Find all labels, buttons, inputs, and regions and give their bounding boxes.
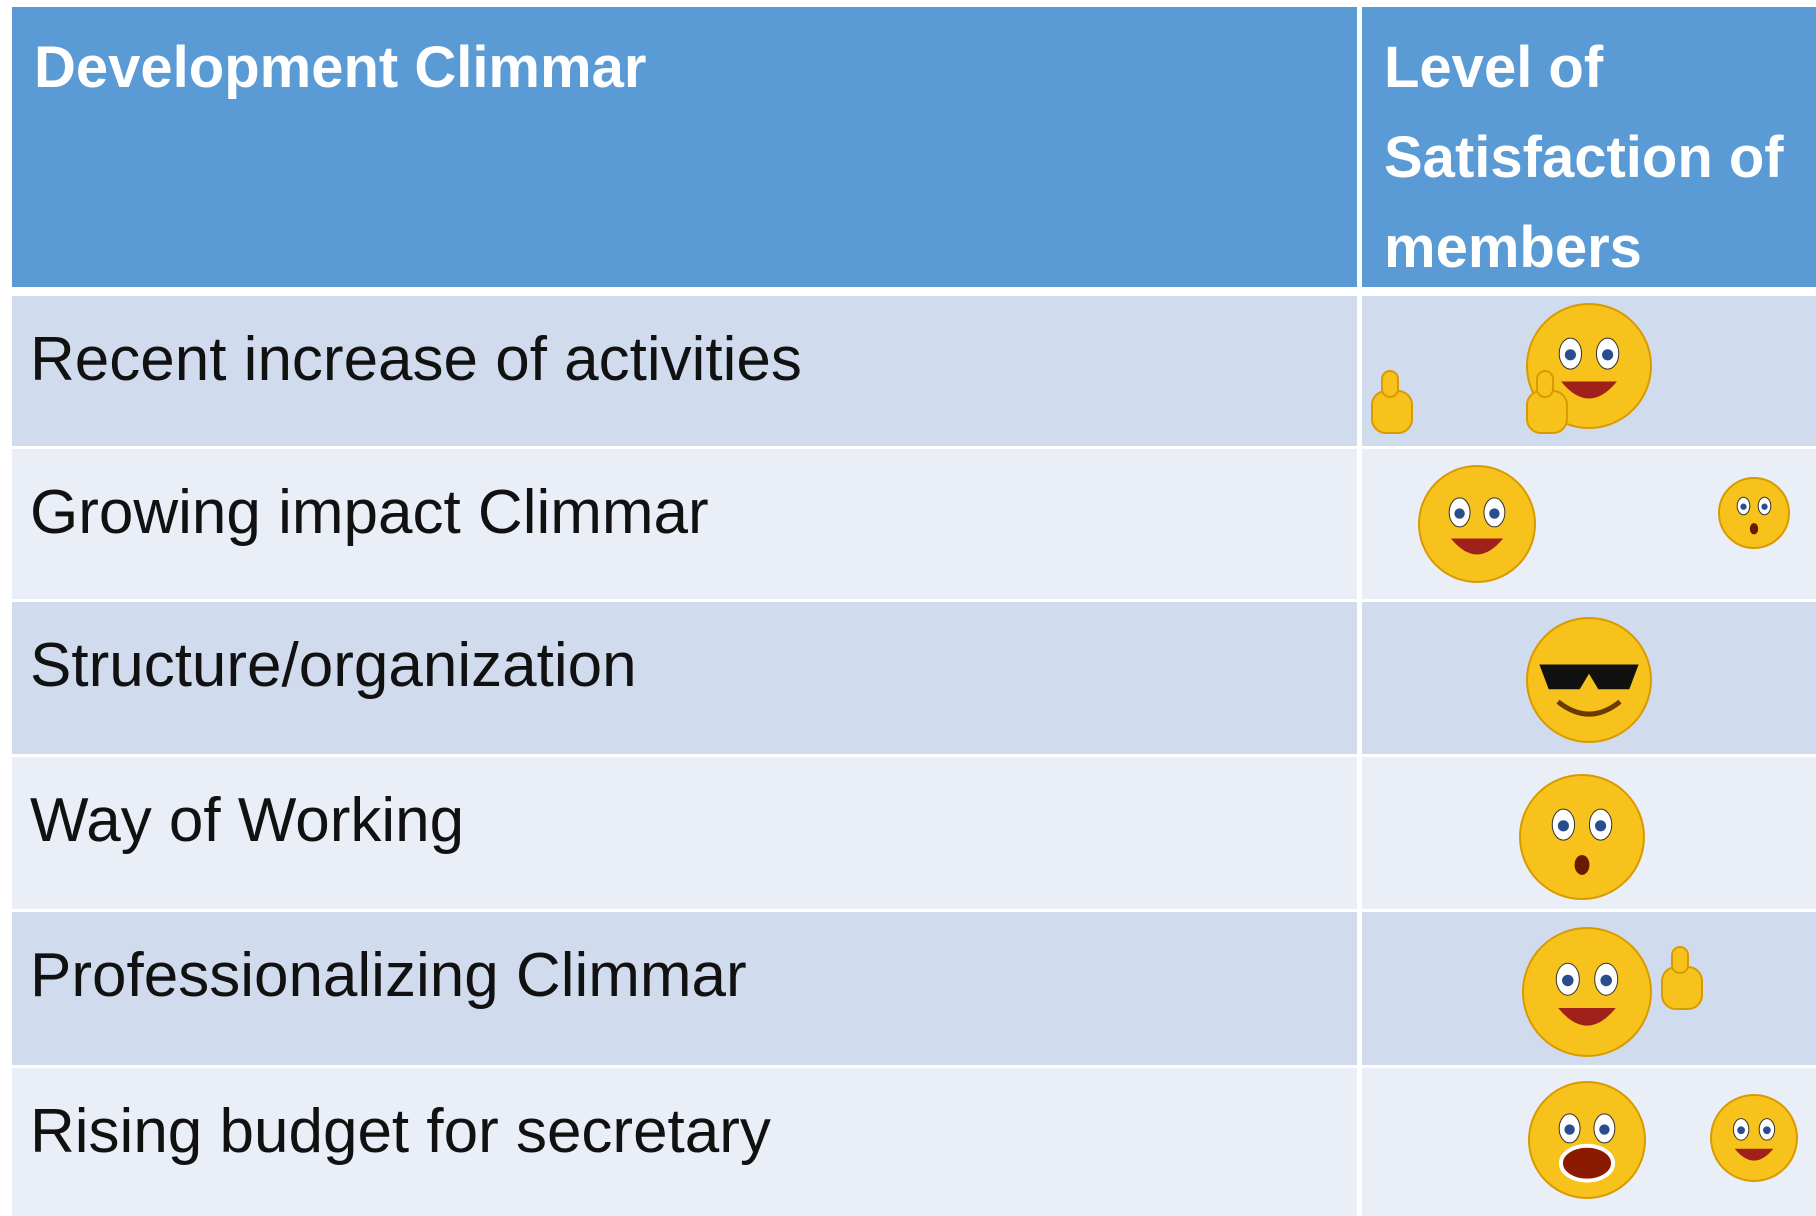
header-text: Development Climmar <box>34 35 647 100</box>
row-text: Recent increase of activities <box>30 325 802 394</box>
row-cell: Way of Working <box>12 757 1357 909</box>
emoji <box>1526 617 1652 743</box>
emoji-cell <box>1362 296 1816 446</box>
row-text: Growing impact Climmar <box>30 478 709 547</box>
emoji-cell <box>1362 602 1816 754</box>
emoji <box>1522 927 1703 1057</box>
header-text: Level of Satisfaction of members <box>1384 35 1784 280</box>
row-text: Professionalizing Climmar <box>30 941 747 1010</box>
row-text: Structure/organization <box>30 631 637 700</box>
emoji <box>1371 303 1652 434</box>
emoji <box>1418 465 1790 583</box>
row-cell: Recent increase of activities <box>12 296 1357 446</box>
emoji <box>1528 1081 1798 1199</box>
row-cell: Professionalizing Climmar <box>12 912 1357 1065</box>
row-text: Way of Working <box>30 786 465 855</box>
row-cell: Rising budget for secretary <box>12 1068 1357 1216</box>
emoji-cell <box>1362 757 1816 909</box>
emoji-cell <box>1362 449 1816 599</box>
header-cell: Development Climmar <box>12 7 1357 287</box>
row-text: Rising budget for secretary <box>30 1097 771 1166</box>
row-cell: Growing impact Climmar <box>12 449 1357 599</box>
row-cell: Structure/organization <box>12 602 1357 754</box>
header-cell: Level of Satisfaction of members <box>1362 7 1816 287</box>
emoji <box>1519 774 1645 900</box>
emoji-cell <box>1362 1068 1816 1216</box>
emoji-cell <box>1362 912 1816 1065</box>
